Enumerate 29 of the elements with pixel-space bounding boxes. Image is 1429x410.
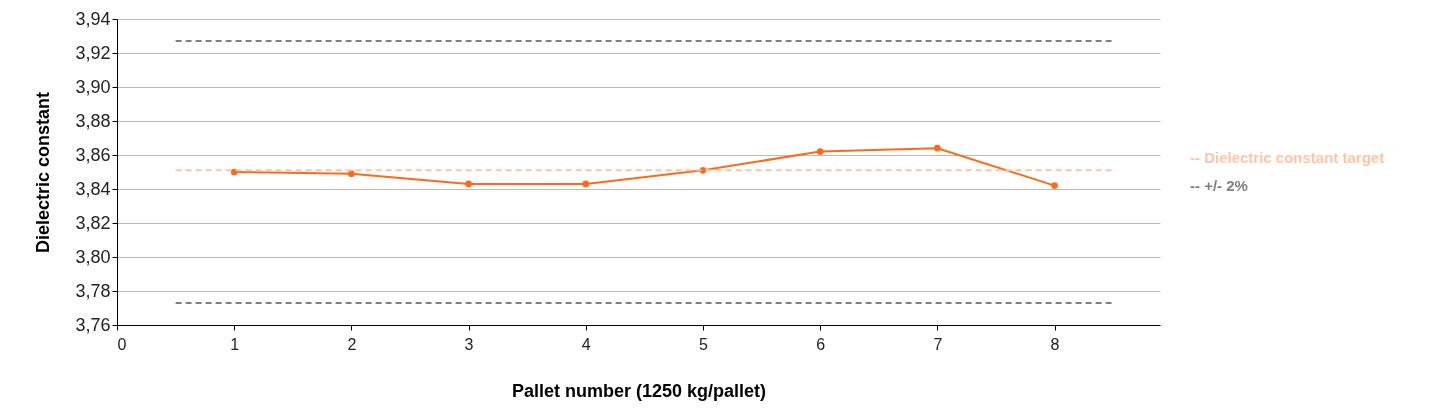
x-tick-label: 6: [816, 335, 826, 353]
x-tick-label: 2: [347, 335, 357, 353]
y-tick-label: 3,82: [75, 212, 111, 233]
point: [465, 180, 472, 188]
y-tick-label: 3,90: [75, 76, 111, 97]
y-tick-label: 3,92: [75, 42, 111, 63]
y-tick-label: 3,84: [75, 178, 111, 199]
point: [816, 148, 824, 155]
y-tick-label: 3,94: [75, 8, 111, 29]
point: [348, 170, 355, 178]
y-tick-label: 3,80: [75, 246, 111, 267]
point: [1051, 182, 1058, 189]
x-tick-label: 5: [699, 335, 708, 353]
x-tick-label: 0: [117, 335, 127, 353]
x-tick-label: 1: [230, 335, 240, 353]
text: -- Dielectric constant target: [1190, 149, 1385, 166]
text: -- +/- 2%: [1190, 177, 1248, 194]
point: [582, 180, 590, 188]
x-tick-label: 3: [464, 335, 474, 353]
y-tick-label: 3,88: [75, 110, 111, 131]
x-axis-title: Pallet number (1250 kg/pallet): [511, 380, 767, 401]
x-tick-label: 4: [581, 335, 591, 353]
x-tick-label: 8: [1050, 335, 1060, 353]
y-tick-label: 3,76: [75, 314, 111, 335]
x-tick-label: 7: [933, 335, 943, 353]
y-axis-title: Dielectric constant: [33, 91, 54, 254]
y-tick-label: 3,86: [75, 144, 111, 165]
point: [933, 144, 941, 152]
y-tick-label: 3,78: [75, 280, 111, 301]
